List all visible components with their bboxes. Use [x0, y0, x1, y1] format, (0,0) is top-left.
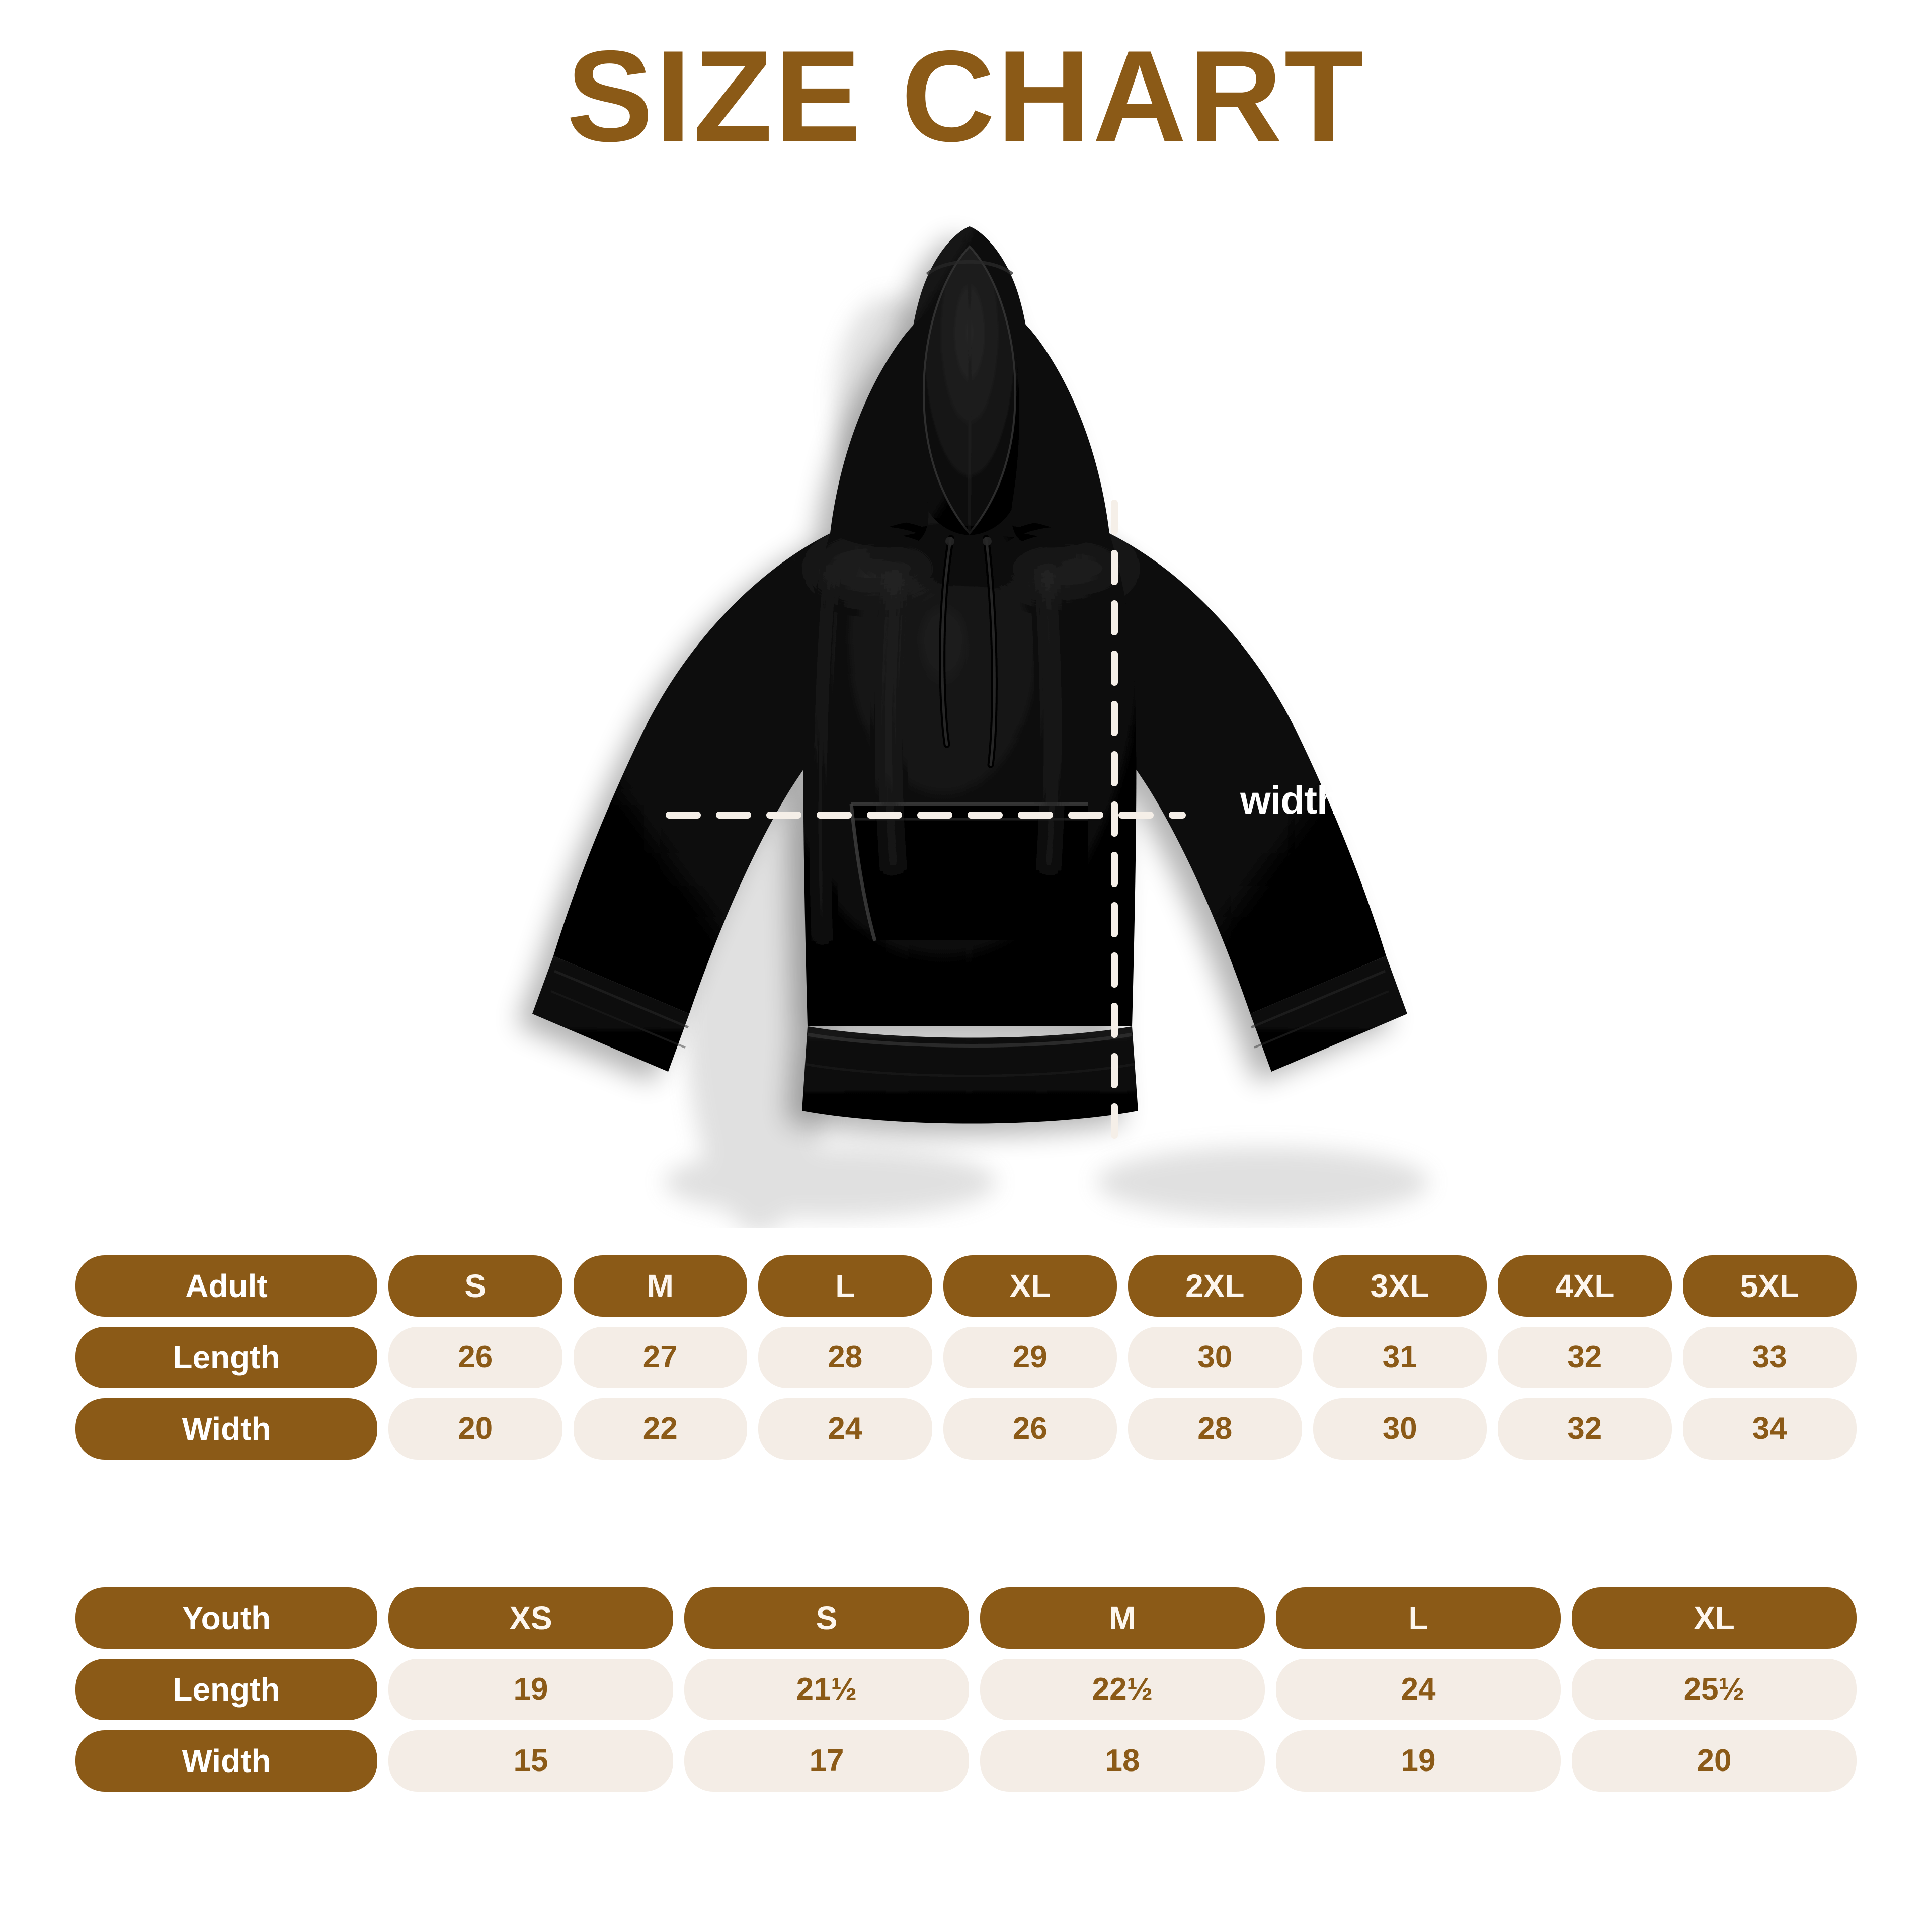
adult-length-value: 26: [388, 1327, 562, 1388]
adult-size-header[interactable]: 4XL: [1498, 1255, 1672, 1317]
adult-width-value: 26: [943, 1398, 1117, 1460]
youth-length-row: Length 19 21½ 22½ 24 25½: [75, 1659, 1857, 1720]
youth-size-header[interactable]: XS: [388, 1587, 673, 1649]
youth-size-header[interactable]: S: [684, 1587, 969, 1649]
kangaroo-pocket: [851, 804, 1088, 940]
adult-length-value: 30: [1128, 1327, 1302, 1388]
adult-length-value: 33: [1682, 1327, 1857, 1388]
adult-width-value: 34: [1682, 1398, 1857, 1460]
adult-table-label: Adult: [75, 1255, 377, 1317]
adult-width-value: 20: [388, 1398, 562, 1460]
page-title: SIZE CHART: [567, 23, 1365, 169]
youth-width-value: 17: [684, 1730, 969, 1792]
adult-length-value: 27: [573, 1327, 747, 1388]
adult-length-label: Length: [75, 1327, 377, 1388]
youth-width-label: Width: [75, 1730, 377, 1792]
width-measure-label: width: [1240, 778, 1341, 822]
hoodie-illustration: width length: [478, 186, 1562, 1242]
youth-size-table: Youth XS S M L XL Length 19 21½ 22½ 24 2…: [75, 1587, 1857, 1792]
right-cuff: [1250, 956, 1407, 1072]
adult-width-value: 32: [1498, 1398, 1672, 1460]
adult-size-header[interactable]: 3XL: [1313, 1255, 1487, 1317]
hood-right-flap: [1010, 311, 1109, 548]
adult-width-value: 24: [758, 1398, 932, 1460]
adult-size-header[interactable]: L: [758, 1255, 932, 1317]
youth-length-value: 19: [388, 1659, 673, 1720]
waistband-seam: [807, 1032, 1133, 1048]
youth-length-value: 21½: [684, 1659, 969, 1720]
adult-width-value: 28: [1128, 1398, 1302, 1460]
adult-length-value: 31: [1313, 1327, 1487, 1388]
youth-width-value: 18: [980, 1730, 1265, 1792]
adult-size-header[interactable]: 2XL: [1128, 1255, 1302, 1317]
adult-width-value: 30: [1313, 1398, 1487, 1460]
youth-length-value: 25½: [1572, 1659, 1857, 1720]
adult-size-header[interactable]: M: [573, 1255, 747, 1317]
adult-length-row: Length 26 27 28 29 30 31 32 33: [75, 1327, 1857, 1388]
adult-size-header[interactable]: S: [388, 1255, 562, 1317]
adult-length-value: 28: [758, 1327, 932, 1388]
adult-size-table: Adult S M L XL 2XL 3XL 4XL 5XL Length 26…: [75, 1255, 1857, 1460]
adult-size-header[interactable]: XL: [943, 1255, 1117, 1317]
youth-size-header[interactable]: XL: [1572, 1587, 1857, 1649]
adult-width-label: Width: [75, 1398, 377, 1460]
youth-header-row: Youth XS S M L XL: [75, 1587, 1857, 1649]
adult-width-value: 22: [573, 1398, 747, 1460]
adult-size-header[interactable]: 5XL: [1682, 1255, 1857, 1317]
youth-length-label: Length: [75, 1659, 377, 1720]
hoodie-graphic: [532, 226, 1429, 1228]
youth-length-value: 22½: [980, 1659, 1265, 1720]
youth-width-row: Width 15 17 18 19 20: [75, 1730, 1857, 1792]
youth-width-value: 15: [388, 1730, 673, 1792]
adult-width-row: Width 20 22 24 26 28 30 32 34: [75, 1398, 1857, 1460]
youth-width-value: 19: [1276, 1730, 1561, 1792]
adult-length-value: 32: [1498, 1327, 1672, 1388]
hoodie-shape: [532, 226, 1407, 1124]
length-measure-label: length: [1517, 1127, 1562, 1242]
hood-left-flap: [830, 311, 930, 548]
left-cuff: [532, 956, 689, 1072]
adult-header-row: Adult S M L XL 2XL 3XL 4XL 5XL: [75, 1255, 1857, 1317]
youth-table-label: Youth: [75, 1587, 377, 1649]
youth-length-value: 24: [1276, 1659, 1561, 1720]
youth-size-header[interactable]: M: [980, 1587, 1265, 1649]
youth-width-value: 20: [1572, 1730, 1857, 1792]
pocket-side-seam: [849, 803, 877, 941]
youth-size-header[interactable]: L: [1276, 1587, 1561, 1649]
adult-length-value: 29: [943, 1327, 1117, 1388]
